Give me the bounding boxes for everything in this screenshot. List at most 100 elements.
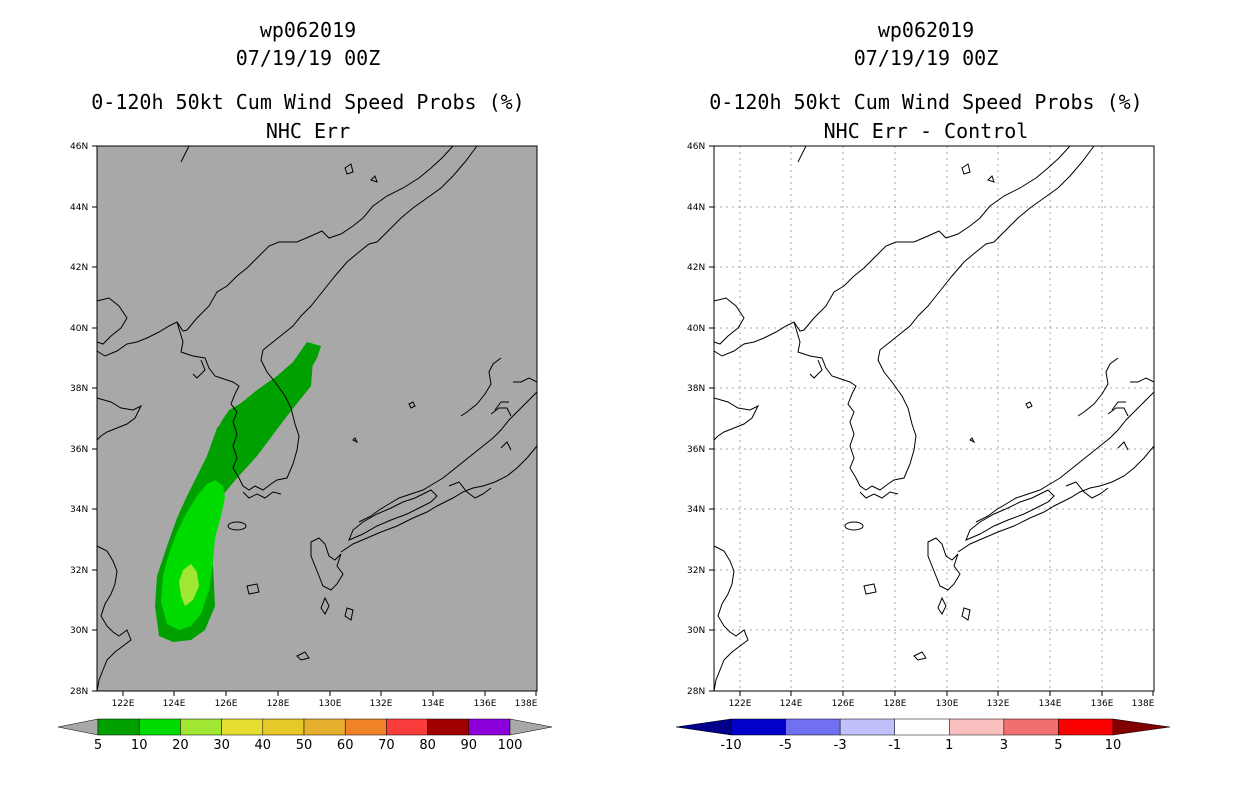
left-colorbar-swatch: [344, 718, 387, 736]
right-grid-lines: [714, 146, 1154, 691]
left-colorbar-label: 5: [94, 738, 102, 753]
right-lon-label: 126E: [832, 699, 855, 709]
left-lat-label: 30N: [70, 626, 88, 636]
right-colorbar-label: 3: [1000, 738, 1008, 753]
left-lat-label: 32N: [70, 566, 88, 576]
left-colorbar-label: 10: [131, 738, 148, 753]
left-lon-label: 132E: [370, 699, 393, 709]
right-title-product: 0-120h 50kt Cum Wind Speed Probs (%): [709, 90, 1143, 114]
left-map-frame: [96, 145, 538, 692]
right-lat-label: 38N: [687, 384, 705, 394]
left-lon-label: 134E: [422, 699, 445, 709]
left-colorbar-label: 30: [213, 738, 230, 753]
contour-20-30: [179, 564, 199, 606]
right-lat-label: 42N: [687, 263, 705, 273]
right-colorbar-label: 5: [1054, 738, 1062, 753]
left-lat-label: 38N: [70, 384, 88, 394]
left-colorbar-label: 50: [296, 738, 313, 753]
left-colorbar-swatch: [180, 718, 222, 736]
contour-5-10-north: [203, 342, 321, 486]
left-axis-ticks: 46N 44N 42N 40N 38N 36N 34N 32N 30N 28N …: [70, 142, 538, 709]
right-lon-label: 138E: [1132, 699, 1155, 709]
left-colorbar-swatch: [97, 718, 140, 736]
right-map-background: [714, 146, 1154, 691]
right-lat-label: 46N: [687, 142, 705, 152]
left-title-product: 0-120h 50kt Cum Wind Speed Probs (%): [91, 90, 525, 114]
right-colorbar-label: 1: [945, 738, 953, 753]
right-colorbar-label: -1: [888, 738, 901, 753]
left-colorbar-swatch: [468, 718, 511, 736]
left-colorbar-label: 100: [498, 738, 523, 753]
right-colorbar-swatch: [839, 718, 895, 736]
right-title-storm-id: wp062019: [877, 18, 975, 42]
left-colorbar-swatch: [303, 718, 346, 736]
right-lat-label: 30N: [687, 626, 705, 636]
left-colorbar-swatch: [262, 718, 305, 736]
right-lon-label: 128E: [884, 699, 907, 709]
right-lon-label: 134E: [1039, 699, 1062, 709]
left-lon-label: 136E: [474, 699, 497, 709]
right-colorbar-label: -3: [834, 738, 847, 753]
left-lon-label: 130E: [319, 699, 342, 709]
left-title-datetime: 07/19/19 00Z: [235, 46, 381, 70]
right-map-frame: [713, 145, 1155, 692]
contour-10-20: [161, 480, 225, 630]
right-colorbar-low-arrow: [675, 718, 732, 736]
right-colorbar-swatch: [1003, 718, 1059, 736]
right-colorbar-swatch: [785, 718, 841, 736]
left-lon-label: 128E: [267, 699, 290, 709]
left-lon-label: 138E: [515, 699, 538, 709]
right-colorbar-label: 10: [1105, 738, 1122, 753]
right-lat-label: 32N: [687, 566, 705, 576]
left-colorbar-low-arrow: [57, 718, 99, 736]
right-axis-ticks: 46N 44N 42N 40N 38N 36N 34N 32N 30N 28N …: [687, 142, 1155, 709]
right-colorbar-swatch: [1058, 718, 1114, 736]
right-colorbar-swatch: [730, 718, 786, 736]
left-colorbar-swatch: [427, 718, 470, 736]
right-lat-label: 44N: [687, 203, 705, 213]
right-colorbar-swatch: [949, 718, 1005, 736]
right-colorbar-label: -10: [720, 738, 741, 753]
right-colorbar-swatch: [894, 718, 950, 736]
right-title-datetime: 07/19/19 00Z: [853, 46, 999, 70]
right-lat-label: 36N: [687, 445, 705, 455]
left-title-storm-id: wp062019: [259, 18, 357, 42]
right-lon-label: 124E: [780, 699, 803, 709]
left-lat-label: 44N: [70, 203, 88, 213]
right-title-subtitle: NHC Err - Control: [823, 119, 1029, 143]
left-colorbar-high-arrow: [509, 718, 553, 736]
right-colorbar: -10 -5 -3 -1 1 3 5 10: [675, 718, 1171, 753]
right-map: [713, 145, 1155, 692]
left-colorbar-swatch: [386, 718, 428, 736]
left-lon-label: 126E: [215, 699, 238, 709]
left-colorbar-swatch: [138, 718, 181, 736]
left-colorbar-label: 70: [378, 738, 395, 753]
left-lat-label: 36N: [70, 445, 88, 455]
right-colorbar-high-arrow: [1112, 718, 1171, 736]
left-lat-label: 34N: [70, 505, 88, 515]
left-lat-label: 28N: [70, 687, 88, 697]
left-colorbar-label: 20: [172, 738, 189, 753]
left-lat-label: 40N: [70, 324, 88, 334]
right-lat-label: 28N: [687, 687, 705, 697]
left-title-subtitle: NHC Err: [265, 119, 351, 143]
right-lat-label: 34N: [687, 505, 705, 515]
right-lon-label: 122E: [729, 699, 752, 709]
left-colorbar-label: 60: [337, 738, 354, 753]
left-colorbar-swatch: [221, 718, 264, 736]
right-colorbar-label: -5: [779, 738, 792, 753]
left-map: [96, 145, 538, 692]
left-colorbar: 5 10 20 30 40 50 60 70 80 90 100: [57, 718, 553, 753]
left-lon-label: 124E: [163, 699, 186, 709]
right-lat-label: 40N: [687, 324, 705, 334]
left-colorbar-label: 80: [419, 738, 436, 753]
left-lat-label: 46N: [70, 142, 88, 152]
left-colorbar-label: 40: [255, 738, 272, 753]
right-lon-label: 132E: [987, 699, 1010, 709]
left-colorbar-label: 90: [461, 738, 478, 753]
left-lon-label: 122E: [112, 699, 135, 709]
right-lon-label: 136E: [1091, 699, 1114, 709]
left-lat-label: 42N: [70, 263, 88, 273]
right-lon-label: 130E: [936, 699, 959, 709]
